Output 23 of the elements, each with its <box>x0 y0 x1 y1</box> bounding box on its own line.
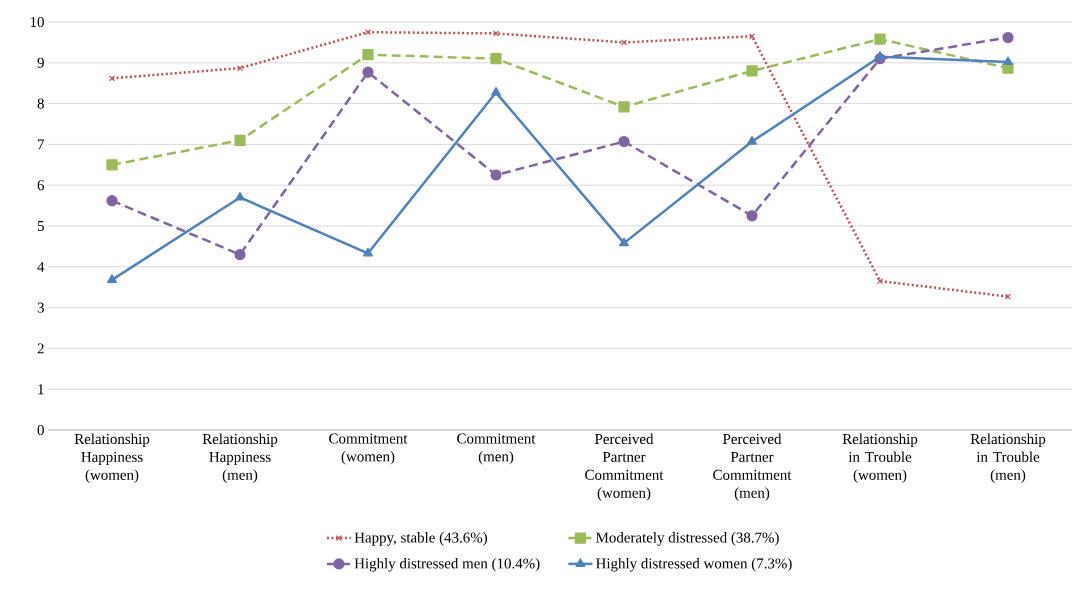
y-tick-label: 0 <box>37 424 44 436</box>
x-tick-label: Perceived Partner Commitment (women) <box>585 433 664 501</box>
legend-label: Highly distressed women (7.3%) <box>596 557 792 572</box>
y-tick-label: 2 <box>37 343 44 354</box>
x-tick-label: Relationship Happiness (men) <box>202 433 278 483</box>
y-tick-label: 5 <box>37 221 44 231</box>
x-tick-label: Commitment (men) <box>457 433 536 465</box>
y-tick-label: 10 <box>30 16 44 28</box>
x-tick-label: Relationship in Trouble (men) <box>970 433 1046 483</box>
y-tick-label: 1 <box>38 384 44 395</box>
y-tick-label: 4 <box>37 261 45 272</box>
legend-label: Happy, stable (43.6%) <box>354 532 487 546</box>
y-tick-label: 3 <box>37 302 44 313</box>
legend-label: Highly distressed men (10.4%) <box>354 557 540 572</box>
legend-label: Moderately distressed (38.7%) <box>596 532 779 546</box>
x-tick-label: Relationship Happiness (women) <box>74 433 150 483</box>
x-tick-label: Commitment (women) <box>329 433 408 465</box>
y-tick-label: 6 <box>37 180 45 191</box>
y-tick-label: 7 <box>37 139 45 150</box>
y-tick-label: 8 <box>37 98 44 109</box>
x-tick-label: Relationship in Trouble (women) <box>842 433 918 483</box>
x-tick-label: Perceived Partner Commitment (men) <box>713 433 792 501</box>
y-tick-label: 9 <box>37 57 44 68</box>
